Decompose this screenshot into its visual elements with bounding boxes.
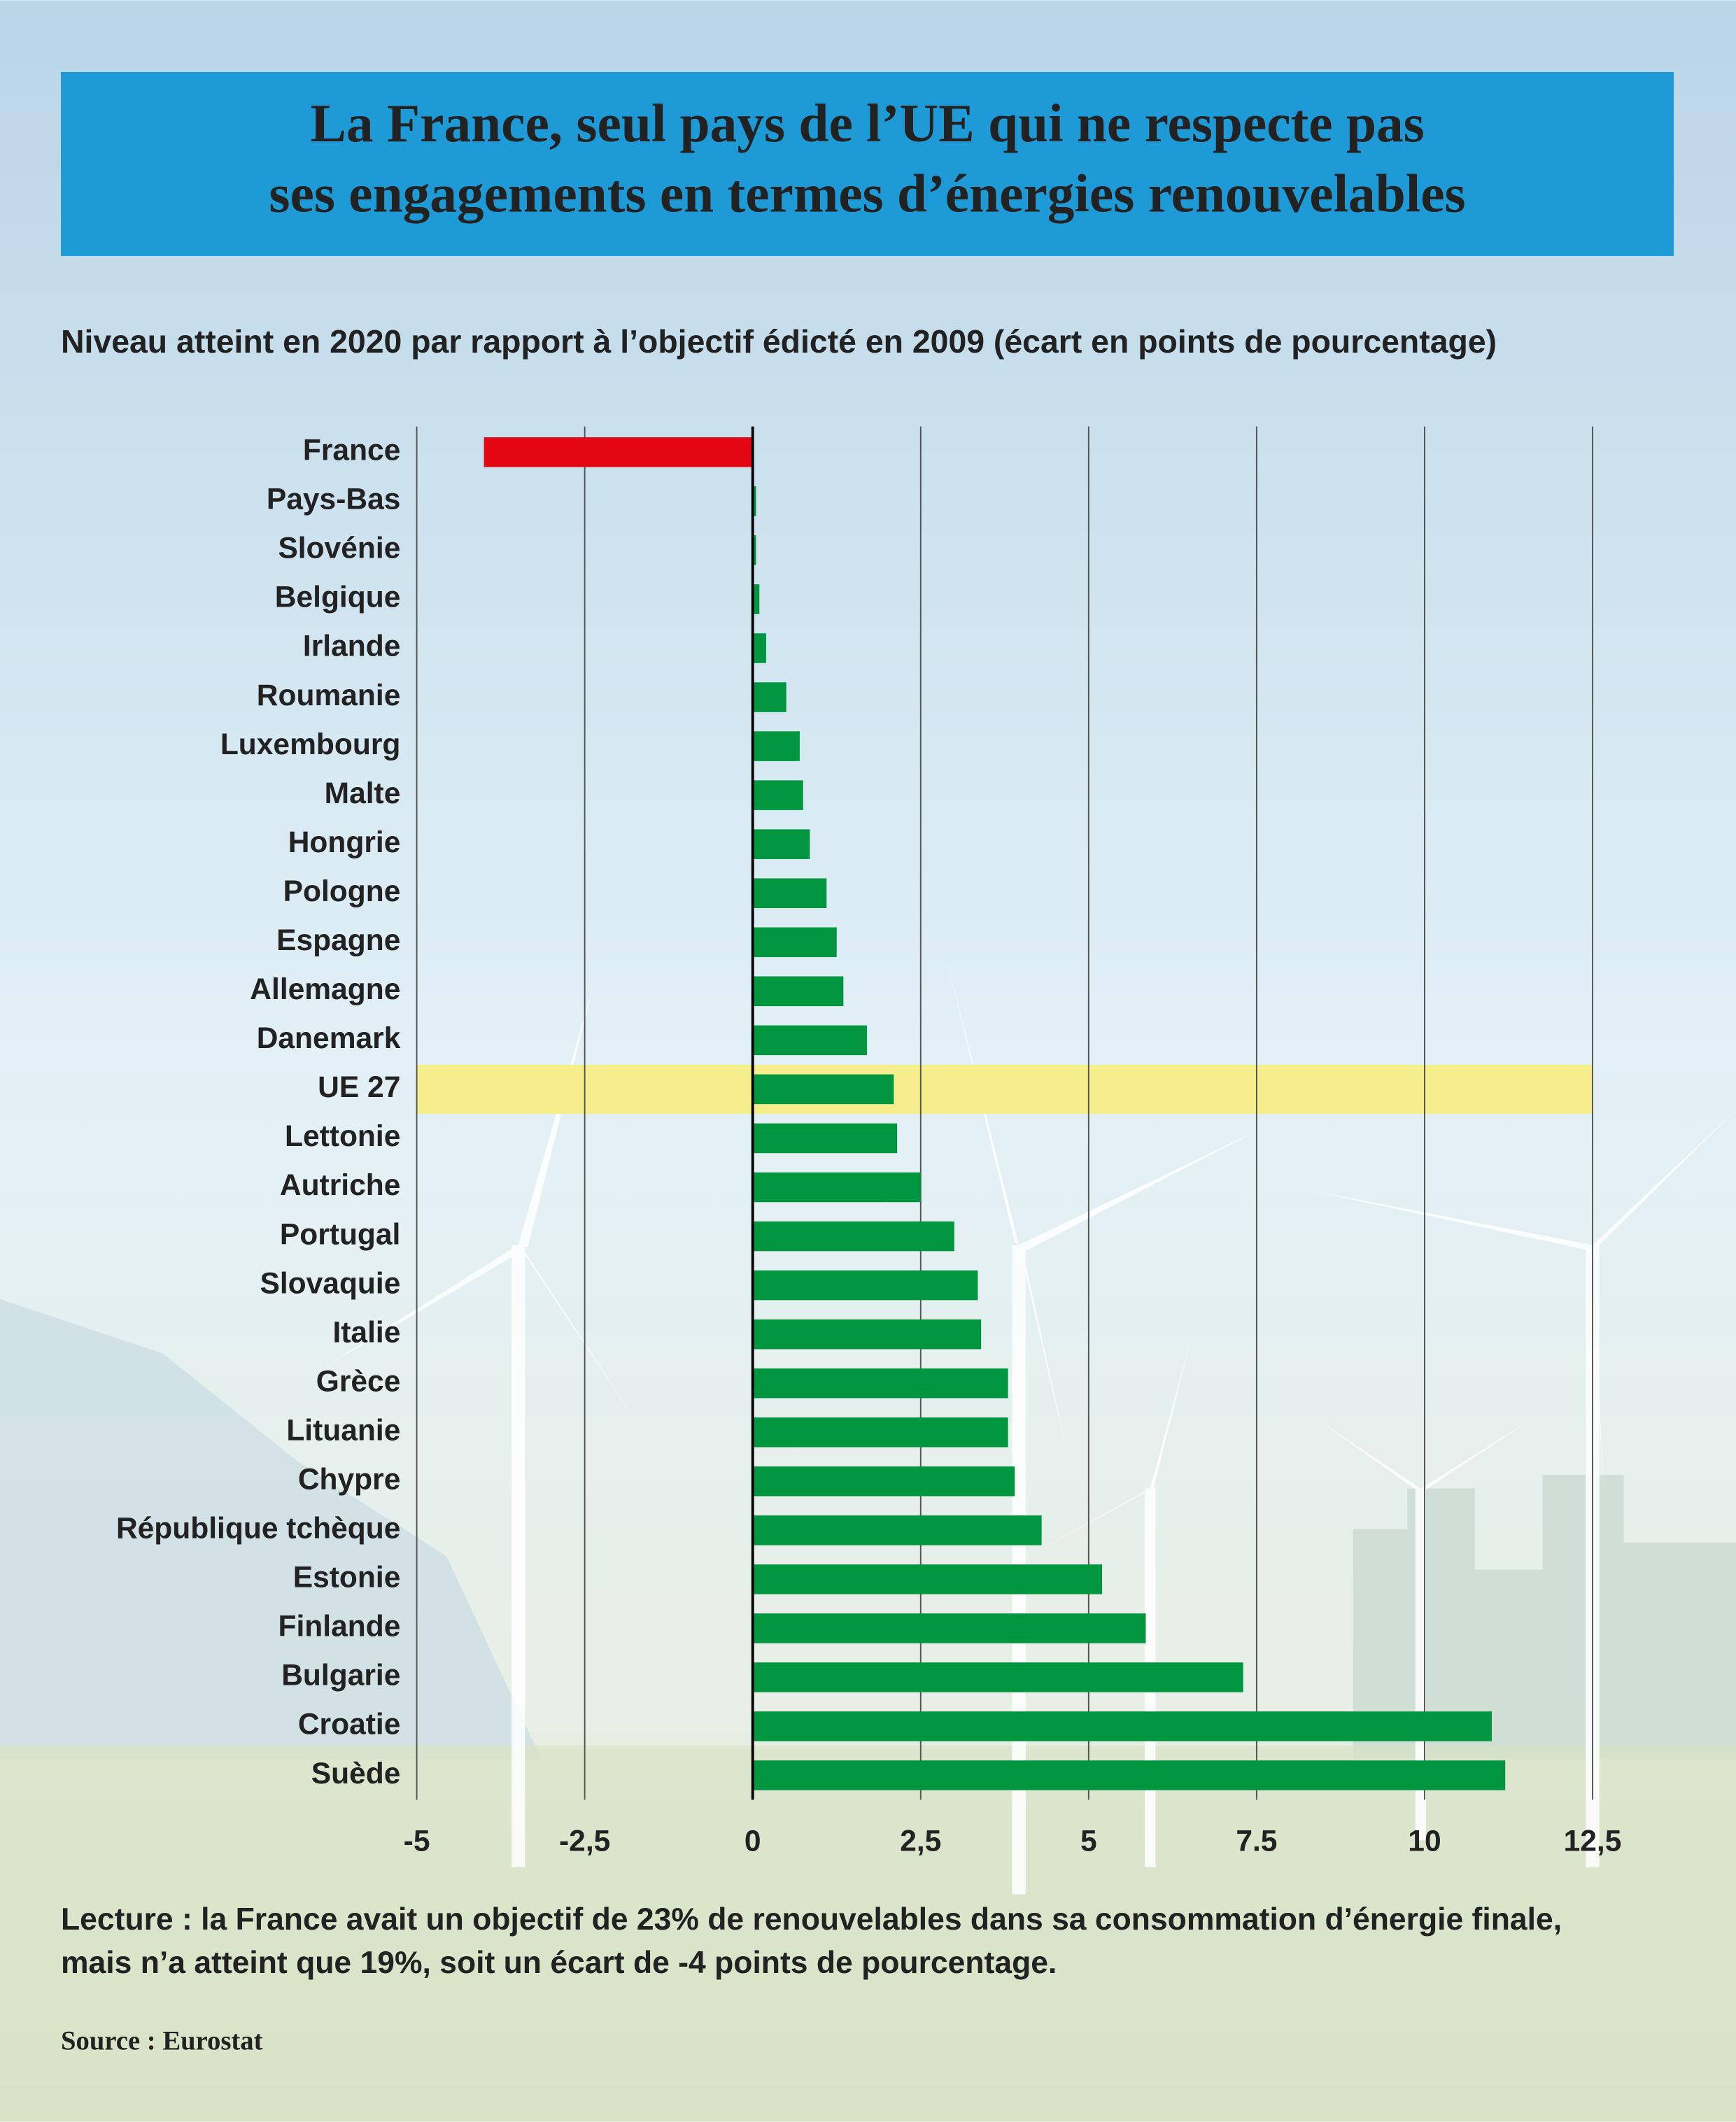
hills <box>0 1299 542 1760</box>
city <box>1353 1475 1736 1760</box>
chart-title: ses engagements en termes d’énergies ren… <box>269 163 1465 223</box>
bar <box>752 1319 982 1350</box>
y-tick-label: Chypre <box>298 1462 401 1496</box>
bar <box>752 1221 954 1252</box>
y-tick-label: Belgique <box>275 581 401 614</box>
bar <box>752 1760 1506 1790</box>
bar <box>752 878 827 908</box>
chart-title: La France, seul pays de l’UE qui ne resp… <box>310 93 1424 153</box>
y-tick-label: France <box>303 434 400 467</box>
y-tick-label: Roumanie <box>257 679 401 712</box>
bar <box>752 1662 1243 1692</box>
bar <box>752 584 760 614</box>
bar <box>752 1074 894 1105</box>
y-tick-label: Irlande <box>303 630 400 663</box>
bar <box>752 682 786 712</box>
x-tick-label: 7.5 <box>1236 1824 1277 1858</box>
y-tick-label: Danemark <box>257 1021 401 1055</box>
bar <box>752 1368 1008 1399</box>
title-box <box>61 71 1674 256</box>
y-tick-label: République tchèque <box>116 1512 400 1545</box>
x-tick-label: 10 <box>1408 1824 1441 1858</box>
y-tick-label: Malte <box>325 777 401 810</box>
y-tick-label: Suède <box>311 1757 401 1790</box>
x-tick-label: 12,5 <box>1564 1824 1622 1858</box>
y-tick-label: Slovaquie <box>260 1266 400 1300</box>
bar <box>752 1711 1492 1741</box>
y-tick-label: Slovénie <box>278 532 400 565</box>
bar <box>752 927 837 958</box>
ground <box>0 1745 1736 2122</box>
x-tick-label: -5 <box>404 1824 430 1858</box>
y-tick-label: Hongrie <box>288 826 401 859</box>
bar <box>752 1515 1042 1545</box>
y-tick-label: Luxembourg <box>220 728 401 761</box>
x-tick-label: 0 <box>744 1824 761 1858</box>
bar <box>752 486 756 516</box>
x-tick-label: -2,5 <box>559 1824 610 1858</box>
bar <box>752 1564 1103 1594</box>
y-tick-label: Portugal <box>280 1217 401 1251</box>
bar <box>752 829 810 859</box>
y-tick-label: Pays-Bas <box>267 483 401 516</box>
y-tick-label: Lituanie <box>286 1413 400 1447</box>
x-tick-label: 2,5 <box>900 1824 941 1858</box>
y-tick-label: Allemagne <box>250 972 400 1006</box>
y-tick-label: Pologne <box>283 875 401 908</box>
bar <box>752 976 844 1007</box>
y-tick-label: Estonie <box>293 1561 401 1594</box>
highlight-band <box>416 1064 1593 1114</box>
bar <box>752 535 756 565</box>
subtitle: Niveau atteint en 2020 par rapport à l’o… <box>61 323 1497 360</box>
bar <box>752 633 766 663</box>
y-tick-label: Autriche <box>280 1168 401 1202</box>
bar <box>752 1025 867 1056</box>
x-tick-label: 5 <box>1080 1824 1097 1858</box>
y-tick-label: Espagne <box>276 924 400 957</box>
bar <box>752 1417 1008 1448</box>
note: Lecture : la France avait un objectif de… <box>61 1902 1562 1937</box>
bar <box>752 731 800 761</box>
y-tick-label: Bulgarie <box>281 1659 400 1692</box>
bar <box>484 437 753 467</box>
bar <box>752 1613 1146 1643</box>
y-tick-label: Grèce <box>316 1364 401 1398</box>
bar <box>752 1466 1015 1497</box>
bar <box>752 1270 978 1301</box>
y-tick-label: Lettonie <box>285 1119 400 1153</box>
bar <box>752 780 803 810</box>
y-tick-label: Croatie <box>298 1708 401 1741</box>
y-tick-label: Finlande <box>278 1610 401 1643</box>
note: mais n’a atteint que 19%, soit un écart … <box>61 1946 1057 1980</box>
source: Source : Eurostat <box>61 2026 263 2056</box>
y-tick-label: Italie <box>332 1315 400 1349</box>
y-tick-label: UE 27 <box>318 1070 400 1104</box>
bar <box>752 1172 921 1203</box>
bar <box>752 1123 898 1154</box>
